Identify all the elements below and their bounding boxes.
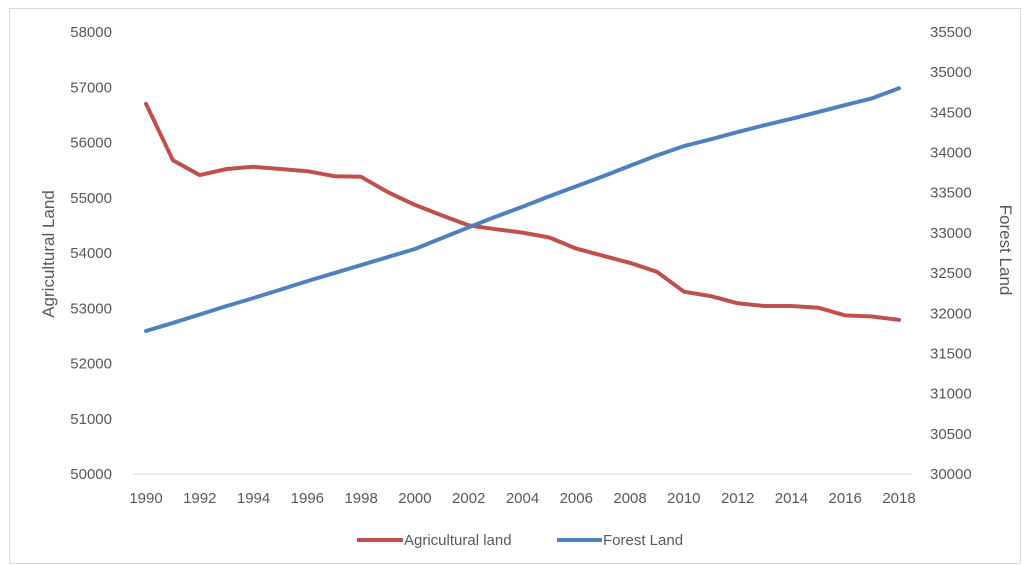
right-y-tick-label: 35500 xyxy=(930,24,972,41)
x-tick-label: 2014 xyxy=(775,490,808,507)
right-y-tick-label: 31000 xyxy=(930,386,972,403)
series-line-agricultural-land xyxy=(144,101,901,322)
right-y-tick-label: 33500 xyxy=(930,185,972,202)
x-tick-label: 2004 xyxy=(506,490,539,507)
legend: Agricultural land Forest Land xyxy=(357,532,683,549)
right-y-tick-label: 31500 xyxy=(930,345,972,362)
x-tick-label: 2012 xyxy=(721,490,754,507)
right-y-tick-label: 32500 xyxy=(930,265,972,282)
x-tick-label: 2006 xyxy=(560,490,593,507)
right-y-tick-label: 32000 xyxy=(930,305,972,322)
x-tick-label: 1990 xyxy=(129,490,162,507)
left-y-tick-label: 54000 xyxy=(70,245,112,262)
x-tick-label: 2010 xyxy=(667,490,700,507)
chart-frame xyxy=(9,8,1021,564)
right-y-tick-label: 30000 xyxy=(930,466,972,483)
x-tick-label: 1992 xyxy=(183,490,216,507)
left-axis-title: Agricultural Land xyxy=(39,190,58,318)
left-y-tick-label: 53000 xyxy=(70,300,112,317)
right-y-tick-label: 35000 xyxy=(930,64,972,81)
right-y-tick-label: 34500 xyxy=(930,104,972,121)
x-tick-label: 2002 xyxy=(452,490,485,507)
left-y-tick-label: 55000 xyxy=(70,190,112,207)
plot-area: 50000 51000 52000 53000 54000 55000 56000 57000… xyxy=(70,24,971,507)
series-line-forest-land xyxy=(144,86,901,333)
left-y-tick-label: 58000 xyxy=(70,24,112,41)
x-tick-label: 1994 xyxy=(237,490,270,507)
left-y-tick-label: 50000 xyxy=(70,466,112,483)
right-axis-title: Forest Land xyxy=(996,205,1015,296)
x-tick-label: 1998 xyxy=(344,490,377,507)
legend-label-forest-land: Forest Land xyxy=(603,532,683,549)
x-tick-label: 2018 xyxy=(882,490,915,507)
x-tick-label: 2016 xyxy=(829,490,862,507)
left-y-tick-label: 51000 xyxy=(70,411,112,428)
legend-label-agricultural-land: Agricultural land xyxy=(404,532,512,549)
x-tick-label: 1996 xyxy=(291,490,324,507)
left-y-tick-label: 52000 xyxy=(70,356,112,373)
left-y-tick-label: 56000 xyxy=(70,135,112,152)
x-tick-label: 2000 xyxy=(398,490,431,507)
right-y-tick-label: 33000 xyxy=(930,225,972,242)
left-y-tick-label: 57000 xyxy=(70,79,112,96)
x-tick-label: 2008 xyxy=(613,490,646,507)
right-y-tick-label: 30500 xyxy=(930,426,972,443)
right-y-tick-label: 34000 xyxy=(930,145,972,162)
